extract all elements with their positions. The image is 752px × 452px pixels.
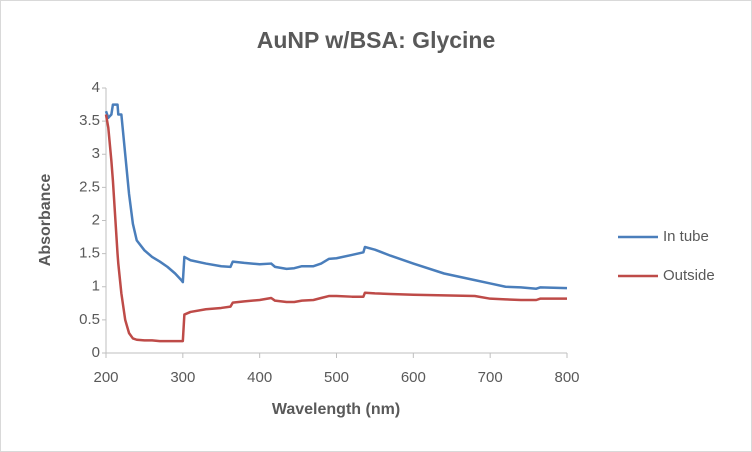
x-tick-label: 800 <box>554 369 579 386</box>
y-tick-label: 3.5 <box>79 112 100 129</box>
y-axis-title: Absorbance <box>37 174 54 267</box>
x-tick-label: 500 <box>324 369 349 386</box>
x-tick-label: 600 <box>401 369 426 386</box>
y-tick-label: 4 <box>92 79 100 96</box>
y-tick-label: 2.5 <box>79 178 100 195</box>
y-tick-label: 1 <box>92 278 100 295</box>
y-tick-label: 0.5 <box>79 311 100 328</box>
x-tick-label: 300 <box>170 369 195 386</box>
chart-title: AuNP w/BSA: Glycine <box>257 27 496 53</box>
data-line <box>104 114 567 343</box>
x-tick-label: 400 <box>247 369 272 386</box>
legend-label: In tube <box>663 228 709 245</box>
x-axis-title: Wavelength (nm) <box>272 401 400 418</box>
x-tick-label: 200 <box>93 369 118 386</box>
x-tick-label: 700 <box>478 369 503 386</box>
data-line <box>104 103 568 290</box>
y-tick-label: 0 <box>92 344 100 361</box>
y-tick-label: 2 <box>92 211 100 228</box>
y-tick-label: 1.5 <box>79 245 100 262</box>
legend-label: Outside <box>663 267 715 284</box>
y-tick-label: 3 <box>92 145 100 162</box>
